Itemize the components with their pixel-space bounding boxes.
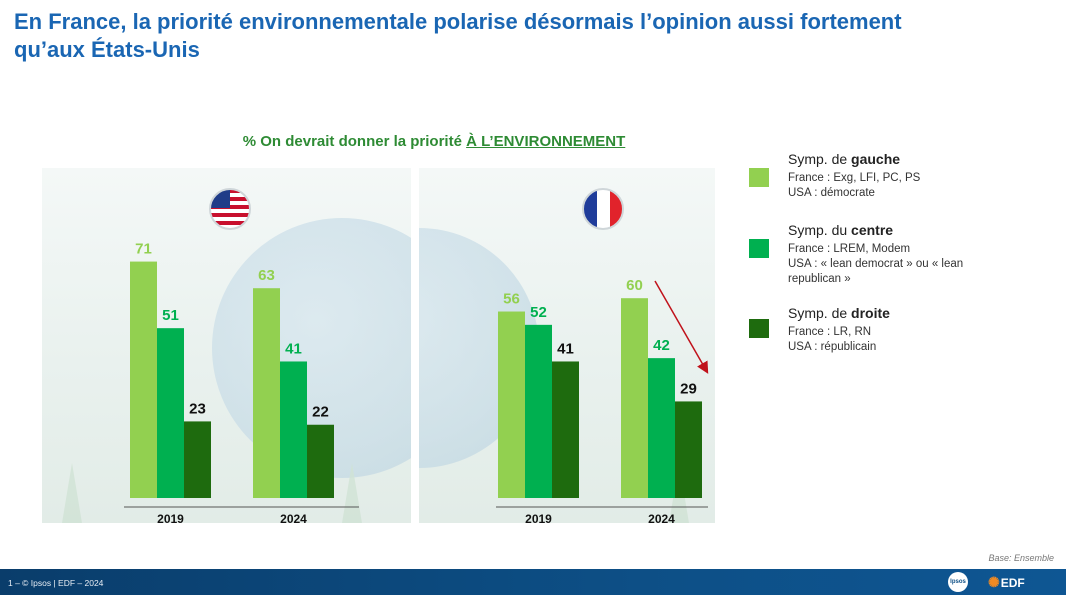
data-label-usa-2019-gauche: 71	[135, 241, 152, 258]
legend-swatch-droite	[749, 319, 769, 338]
legend-line: USA : républicain	[788, 341, 877, 353]
footer-bar: 1 – © Ipsos | EDF – 2024 Ipsos ✺EDF	[0, 569, 1066, 595]
legend-line: France : LR, RN	[788, 326, 872, 338]
base-note: Base: Ensemble	[988, 553, 1054, 563]
bar-france-2024-gauche	[621, 298, 648, 498]
bar-usa-2024-centre	[280, 361, 307, 498]
background-plant	[342, 463, 362, 523]
legend-text-centre: Symp. du centre France : LREM, Modem USA…	[788, 222, 1038, 287]
data-label-france-2019-gauche: 56	[503, 291, 520, 308]
bar-chart: 71 51 23 2019 63 41 22 2024 56 52 41 2019 60 42 29 2024	[124, 188, 709, 526]
data-label-usa-2019-droite: 23	[189, 400, 206, 417]
legend-line: USA : démocrate	[788, 187, 875, 199]
labels-layer: 71 51 23 2019 63 41 22 2024 56 52 41 2019 60 42 29 2024	[135, 241, 697, 526]
data-label-france-2024-droite: 29	[680, 380, 697, 397]
bar-france-2024-centre	[648, 358, 675, 498]
us-flag-border	[209, 188, 251, 230]
background-plant	[62, 463, 82, 523]
legend-title: Symp. de gauche	[788, 151, 1038, 168]
bar-usa-2019-droite	[184, 421, 211, 498]
bar-usa-2019-centre	[157, 328, 184, 498]
category-label-france-2024: 2024	[648, 512, 675, 526]
category-label-usa-2024: 2024	[280, 512, 307, 526]
legend-line: USA : « lean democrat » ou « lean republ…	[788, 258, 964, 285]
legend-detail: France : Exg, LFI, PC, PS USA : démocrat…	[788, 171, 1038, 201]
bar-france-2019-droite	[552, 361, 579, 498]
legend-swatch-gauche	[749, 168, 769, 187]
legend-swatch-centre	[749, 239, 769, 258]
bar-france-2024-droite	[675, 401, 702, 498]
bar-usa-2024-gauche	[253, 288, 280, 498]
footer-text: 1 – © Ipsos | EDF – 2024	[8, 578, 104, 588]
data-label-france-2019-droite: 41	[557, 340, 574, 357]
usa-chart-panel	[42, 168, 411, 523]
bar-usa-2019-gauche	[130, 261, 157, 498]
category-label-usa-2019: 2019	[157, 512, 184, 526]
data-label-usa-2024-droite: 22	[312, 404, 329, 421]
edf-sun-icon: ✺	[988, 574, 1000, 590]
data-label-france-2024-gauche: 60	[626, 277, 643, 294]
data-label-usa-2024-centre: 41	[285, 340, 302, 357]
legend-text-gauche: Symp. de gauche France : Exg, LFI, PC, P…	[788, 151, 1038, 201]
legend-title: Symp. du centre	[788, 222, 1038, 239]
legend-title-bold: gauche	[851, 151, 901, 167]
legend-detail: France : LREM, Modem USA : « lean democr…	[788, 242, 998, 287]
page-title: En France, la priorité environnementale …	[14, 9, 902, 62]
decrease-arrow-annotation	[654, 280, 709, 374]
legend-title: Symp. de droite	[788, 305, 1038, 322]
legend-title-prefix: Symp. de	[788, 305, 852, 321]
legend-title-prefix: Symp. du	[788, 222, 852, 238]
legend-title-bold: centre	[851, 222, 894, 238]
subtitle-emphasis: À L’ENVIRONNEMENT	[466, 133, 626, 150]
legend-detail: France : LR, RN USA : républicain	[788, 325, 1038, 355]
legend-line: France : Exg, LFI, PC, PS	[788, 172, 921, 184]
bars-layer	[130, 261, 702, 498]
legend-text-droite: Symp. de droite France : LR, RN USA : ré…	[788, 305, 1038, 355]
data-label-france-2019-centre: 52	[530, 304, 547, 321]
data-label-usa-2019-centre: 51	[162, 307, 179, 324]
us-flag-icon	[210, 189, 250, 229]
data-label-usa-2024-gauche: 63	[258, 267, 275, 284]
category-label-france-2019: 2019	[525, 512, 552, 526]
edf-logo-text: EDF	[1000, 576, 1025, 590]
fr-flag-border	[582, 188, 624, 230]
data-label-france-2024-centre: 42	[653, 337, 670, 354]
bar-france-2019-centre	[525, 324, 552, 498]
ipsos-logo: Ipsos	[948, 572, 968, 592]
legend-line: France : LREM, Modem	[788, 243, 911, 255]
legend-title-prefix: Symp. de	[788, 151, 852, 167]
legend-title-bold: droite	[851, 305, 890, 321]
bar-usa-2024-droite	[307, 424, 334, 498]
bar-france-2019-gauche	[498, 311, 525, 498]
chart-subtitle: % On devrait donner la priorité À L’ENVI…	[0, 133, 868, 150]
subtitle-prefix: % On devrait donner la priorité	[242, 133, 467, 150]
edf-logo: ✺EDF	[988, 574, 1025, 591]
